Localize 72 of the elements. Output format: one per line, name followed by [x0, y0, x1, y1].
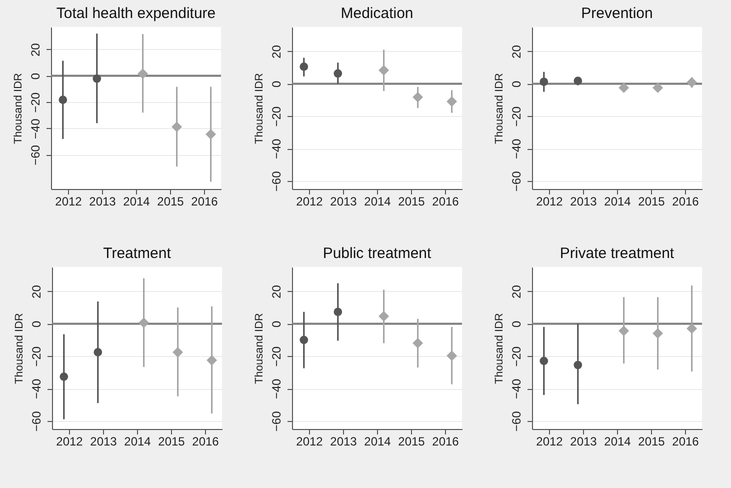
x-tick-label: 2016 — [432, 434, 460, 448]
y-tick-label: 20 — [30, 284, 44, 298]
y-tick-label: −20 — [510, 346, 524, 367]
chart-title: Prevention — [581, 5, 653, 22]
y-tick-label: −60 — [28, 144, 42, 166]
y-axis-title: Thousand IDR — [14, 312, 26, 384]
x-tick-label: 2015 — [398, 194, 426, 208]
x-tick-label: 2014 — [123, 194, 150, 208]
x-tick-label: 2016 — [191, 194, 218, 208]
x-tick-label: 2016 — [192, 434, 220, 448]
y-tick-label: 20 — [270, 284, 284, 298]
y-axis-title: Thousand IDR — [494, 312, 506, 384]
x-tick-label: 2012 — [296, 194, 324, 208]
x-tick-label: 2012 — [536, 194, 564, 208]
y-tick-label: −40 — [28, 118, 42, 140]
y-axis-title: Thousand IDR — [254, 72, 266, 144]
y-tick-label: −60 — [270, 170, 284, 192]
y-tick-label: 20 — [510, 284, 524, 298]
y-tick-label: −20 — [510, 106, 524, 127]
chart-title: Total health expenditure — [56, 5, 216, 22]
x-tick-label: 2013 — [89, 194, 116, 208]
y-tick-label: 0 — [270, 320, 284, 328]
y-tick-label: 0 — [270, 80, 284, 88]
y-axis-title: Thousand IDR — [494, 72, 506, 144]
y-tick-label: −60 — [510, 410, 524, 432]
x-tick-label: 2014 — [124, 434, 152, 448]
x-tick-label: 2013 — [570, 434, 598, 448]
y-tick-label: −40 — [510, 138, 524, 160]
x-tick-label: 2015 — [398, 434, 426, 448]
chart-title: Public treatment — [322, 245, 432, 262]
x-tick-label: 2016 — [672, 194, 700, 208]
x-tick-label: 2013 — [330, 434, 358, 448]
y-tick-label: −40 — [510, 378, 524, 400]
x-tick-label: 2015 — [638, 194, 666, 208]
x-tick-label: 2013 — [570, 194, 598, 208]
y-tick-label: 0 — [510, 320, 524, 328]
chart-title: Private treatment — [560, 245, 675, 262]
x-tick-label: 2016 — [672, 434, 700, 448]
y-tick-label: −20 — [30, 346, 44, 367]
chart-title: Treatment — [103, 245, 172, 262]
y-tick-label: −40 — [270, 138, 284, 160]
y-tick-label: −60 — [270, 410, 284, 432]
x-tick-label: 2014 — [604, 434, 632, 448]
x-tick-label: 2013 — [90, 434, 118, 448]
y-tick-label: 20 — [270, 44, 284, 58]
x-tick-label: 2014 — [364, 194, 392, 208]
y-tick-label: −20 — [270, 106, 284, 127]
y-tick-label: 20 — [28, 42, 42, 57]
y-tick-label: −60 — [510, 170, 524, 192]
y-tick-label: 20 — [510, 44, 524, 58]
y-tick-label: −20 — [28, 92, 42, 113]
x-tick-label: 2015 — [638, 434, 666, 448]
x-tick-label: 2014 — [604, 194, 632, 208]
y-axis-title: Thousand IDR — [12, 72, 24, 144]
x-tick-label: 2013 — [330, 194, 358, 208]
y-tick-label: 0 — [30, 320, 44, 328]
y-tick-label: 0 — [28, 72, 42, 80]
y-tick-label: 0 — [510, 80, 524, 88]
y-tick-label: −40 — [30, 378, 44, 400]
x-tick-label: 2014 — [364, 434, 392, 448]
chart-title: Medication — [340, 5, 414, 22]
x-tick-label: 2012 — [56, 434, 84, 448]
x-tick-label: 2012 — [536, 434, 564, 448]
x-tick-label: 2016 — [432, 194, 460, 208]
x-tick-label: 2012 — [55, 194, 82, 208]
x-tick-label: 2012 — [296, 434, 324, 448]
y-axis-title: Thousand IDR — [254, 312, 266, 384]
x-tick-label: 2015 — [158, 434, 186, 448]
y-tick-label: −40 — [270, 378, 284, 400]
x-tick-label: 2015 — [157, 194, 184, 208]
y-tick-label: −60 — [30, 410, 44, 432]
y-tick-label: −20 — [270, 346, 284, 367]
